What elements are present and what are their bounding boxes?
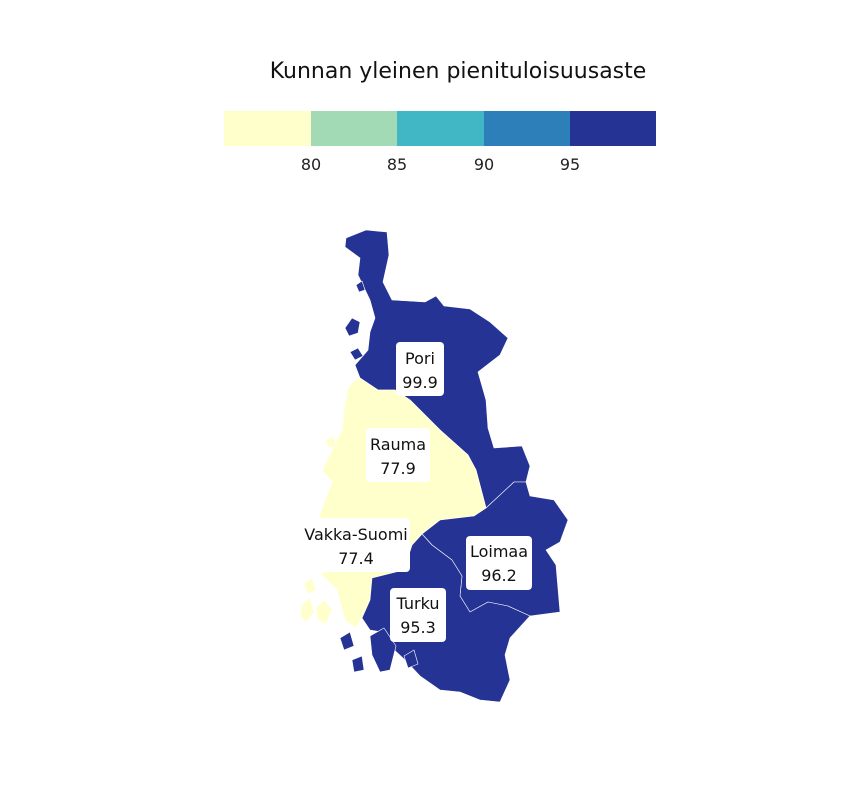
legend-swatch-4: [484, 111, 571, 146]
label-loimaa: Loimaa 96.2: [466, 536, 532, 590]
region-pori-island-1: [344, 317, 361, 337]
region-value: 77.4: [338, 549, 374, 568]
label-rauma: Rauma 77.9: [366, 428, 430, 482]
label-box: [396, 342, 444, 396]
region-pori-island-2: [349, 347, 364, 361]
map-title: Kunnan yleinen pienituloisuusaste: [270, 59, 647, 84]
label-box: [466, 536, 532, 590]
legend-swatch-5: [570, 111, 656, 146]
region-name: Loimaa: [470, 542, 528, 561]
region-name: Pori: [405, 349, 435, 368]
region-rauma-island-1: [325, 435, 337, 449]
region-name: Turku: [396, 594, 440, 613]
label-box: [302, 518, 410, 572]
region-value: 77.9: [380, 459, 416, 478]
region-value: 95.3: [400, 618, 436, 637]
region-vakka-island-3: [303, 577, 317, 595]
region-turku-island-1: [369, 627, 397, 673]
legend-swatch-2: [311, 111, 398, 146]
legend-swatch-1: [224, 111, 311, 146]
label-box: [390, 588, 446, 642]
region-value: 99.9: [402, 373, 438, 392]
legend-tick-85: 85: [387, 155, 407, 174]
region-name: Rauma: [370, 435, 426, 454]
region-turku-island-2: [339, 631, 355, 651]
region-pori-island-3: [355, 280, 366, 293]
region-turku-island-3: [351, 655, 365, 673]
legend-tick-90: 90: [474, 155, 494, 174]
region-vakka-island-2: [315, 599, 333, 625]
label-box: [366, 428, 430, 482]
label-turku: Turku 95.3: [390, 588, 446, 642]
region-name: Vakka-Suomi: [304, 525, 407, 544]
legend-swatch-3: [397, 111, 484, 146]
label-pori: Pori 99.9: [396, 342, 444, 396]
region-turku-island-4: [403, 649, 419, 669]
legend-tick-80: 80: [301, 155, 321, 174]
region-value: 96.2: [481, 566, 517, 585]
region-vakka-island-1: [299, 597, 315, 623]
label-vakka-suomi: Vakka-Suomi 77.4: [302, 518, 410, 572]
legend-tick-95: 95: [560, 155, 580, 174]
color-legend: 80 85 90 95: [224, 111, 656, 174]
